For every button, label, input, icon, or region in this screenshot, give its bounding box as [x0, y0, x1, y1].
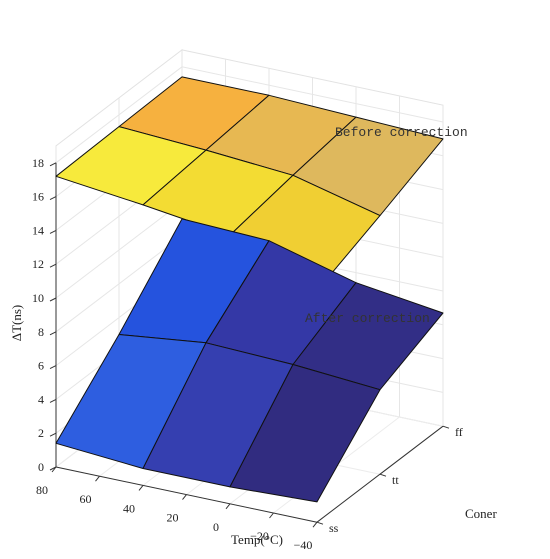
surfaces: [55, 76, 444, 503]
z-tick-label: 6: [38, 359, 44, 373]
x-tick-mark: [51, 466, 57, 473]
z-tick-label: 0: [38, 460, 44, 474]
surface-after-correction: [55, 218, 444, 503]
z-tick-mark: [49, 331, 57, 336]
y-tick-label: ff: [455, 425, 463, 439]
y-tick-mark: [379, 473, 387, 477]
y-tick-label: tt: [392, 473, 399, 487]
z-tick-mark: [49, 196, 57, 201]
y-tick-mark: [442, 425, 450, 429]
x-tick-mark: [95, 475, 100, 482]
z-tick-mark: [49, 365, 57, 370]
series-label-before: Before correction: [335, 125, 468, 140]
x-tick-mark: [269, 512, 274, 519]
x-tick-mark: [225, 503, 231, 510]
z-tick-label: 4: [38, 392, 44, 406]
x-tick-mark: [138, 485, 144, 491]
z-tick-label: 18: [32, 156, 44, 170]
z-tick-mark: [49, 263, 57, 268]
z-tick-mark: [49, 229, 57, 234]
z-tick-label: 12: [32, 257, 44, 271]
z-tick-label: 10: [32, 291, 44, 305]
z-tick-label: 14: [32, 223, 44, 237]
z-tick-mark: [49, 398, 57, 403]
y-tick-mark: [316, 521, 324, 525]
z-axis-title: ΔT(ns): [9, 305, 24, 342]
x-axis-title: Temp(°C): [231, 532, 283, 547]
x-tick-label: 20: [167, 511, 179, 525]
x-tick-label: 60: [80, 492, 92, 506]
x-tick-mark: [312, 521, 318, 528]
surface-before-correction: [55, 76, 444, 292]
x-tick-label: 80: [36, 483, 48, 497]
y-tick-label: ss: [329, 521, 339, 535]
x-tick-label: 40: [123, 501, 135, 515]
z-tick-mark: [49, 297, 57, 302]
surface-patch: [229, 364, 381, 503]
series-label-after: After correction: [305, 311, 430, 326]
tick-labels: 0 2 4 6 8 10 12 14 16 18 80 60 40 20 0 −20 −40 ss tt ff: [32, 156, 463, 552]
x-tick-label: 0: [213, 520, 219, 534]
y-axis-title: Coner: [465, 506, 497, 521]
z-tick-mark: [49, 162, 57, 167]
x-tick-label: −20: [250, 529, 269, 543]
z-tick-label: 16: [32, 190, 44, 204]
x-tick-label: −40: [294, 538, 313, 552]
z-tick-label: 2: [38, 426, 44, 440]
z-tick-label: 8: [38, 325, 44, 339]
x-tick-mark: [182, 494, 187, 500]
z-tick-mark: [49, 432, 57, 437]
